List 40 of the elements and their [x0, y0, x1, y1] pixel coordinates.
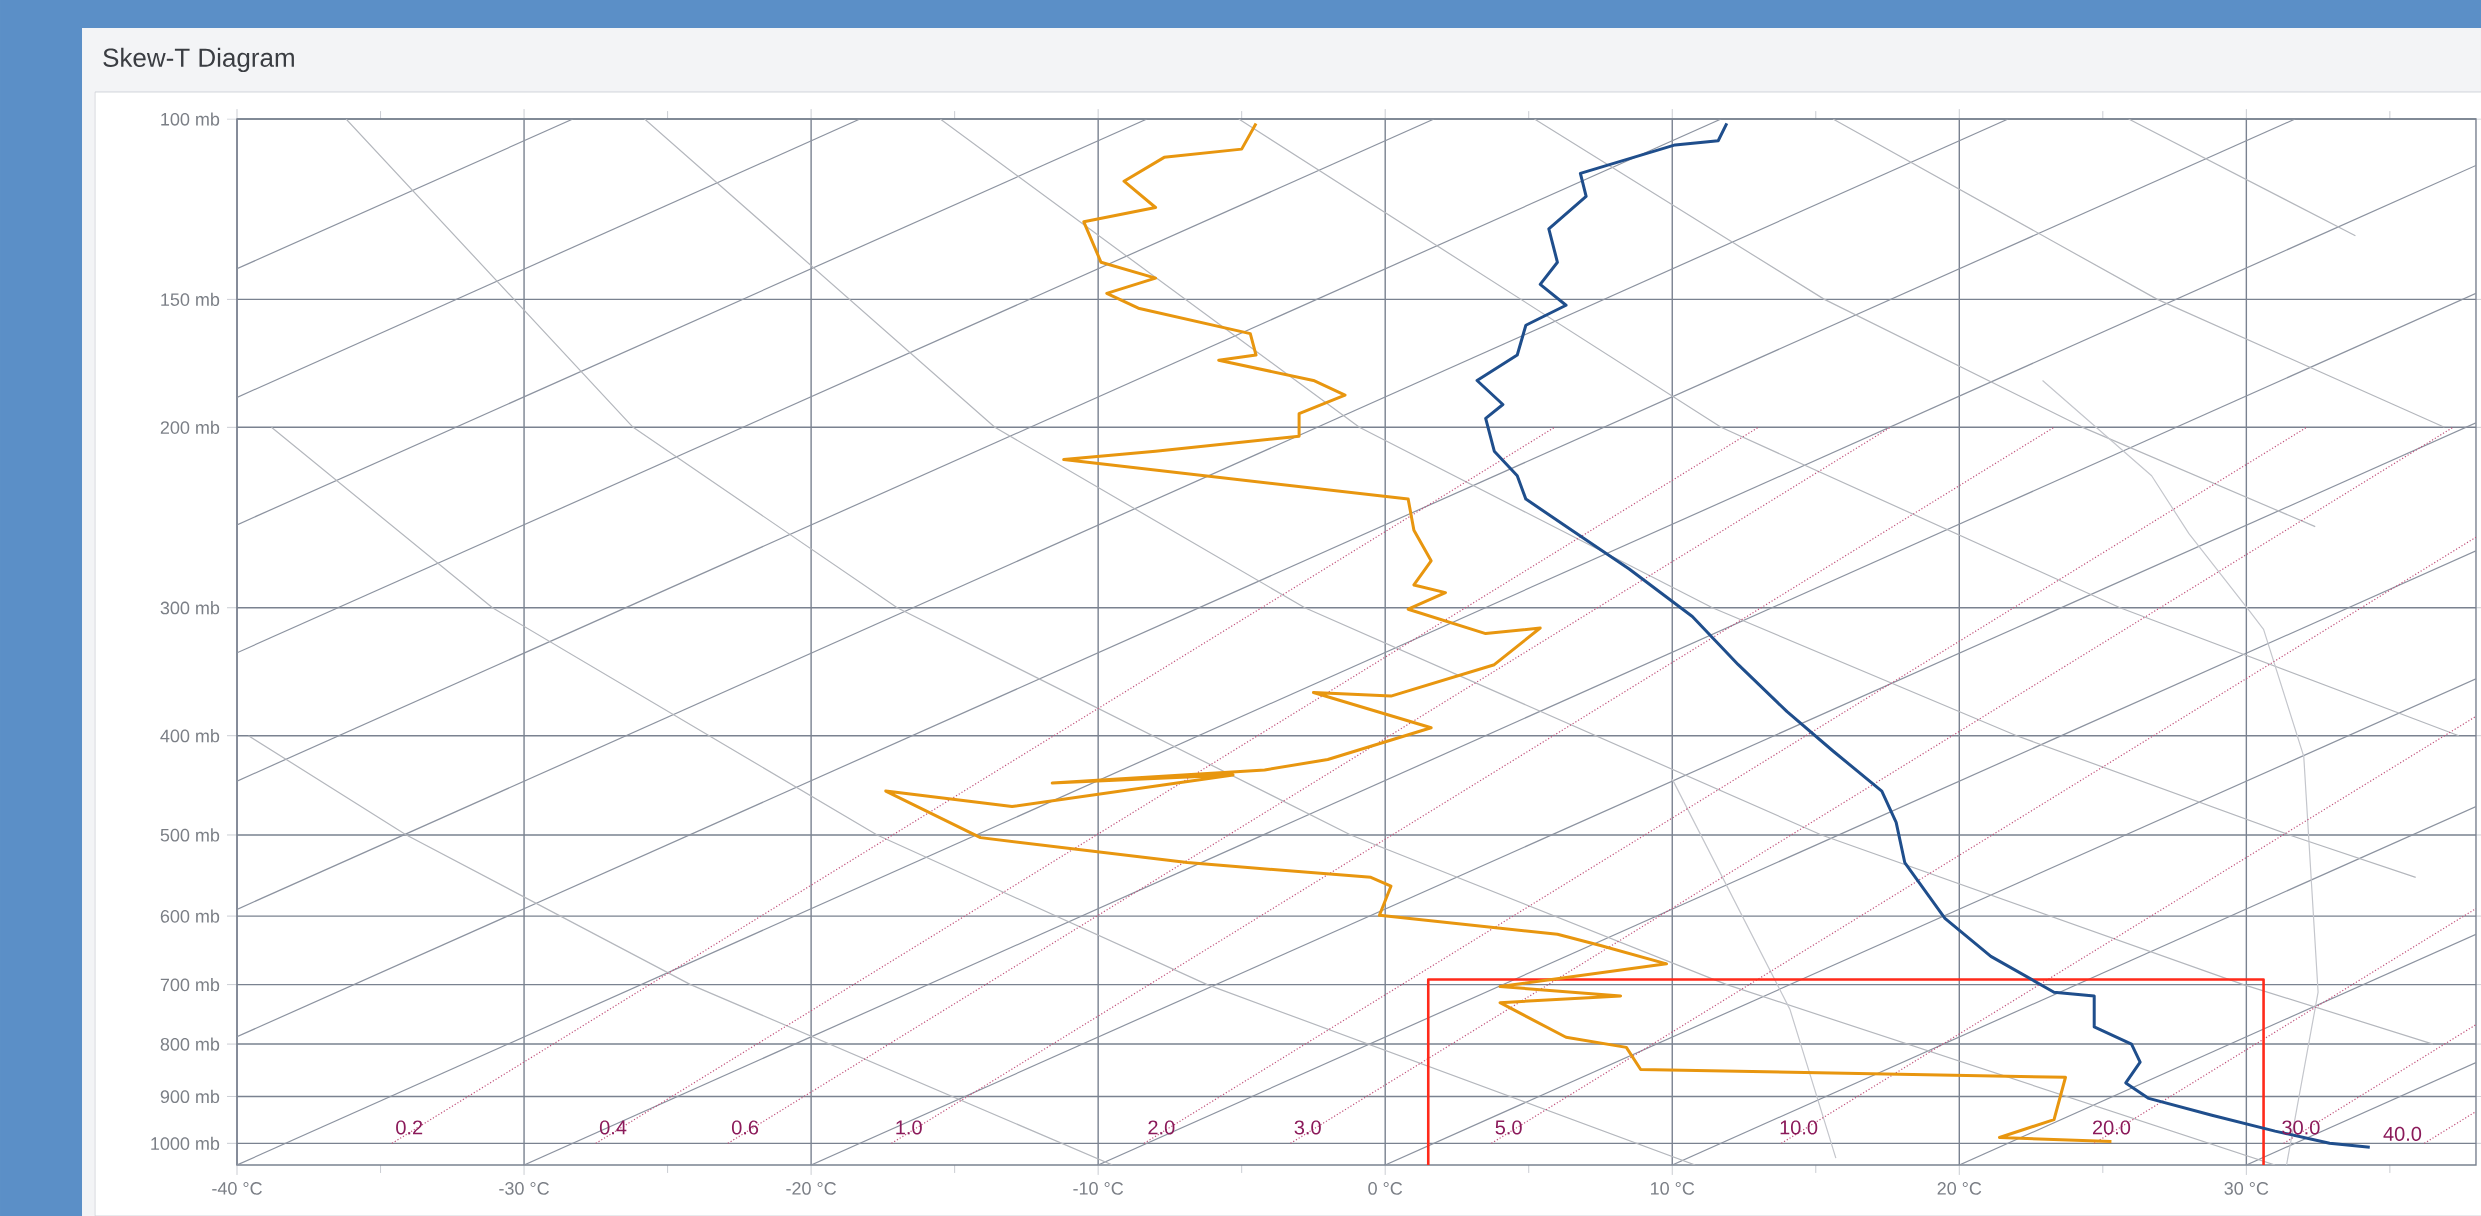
annotation: 20.0	[2092, 1120, 2131, 1135]
y-tick-label: 800 mb	[160, 1037, 220, 1051]
y-tick-label: 150 mb	[161, 292, 220, 306]
annotation: 0.6	[731, 1120, 759, 1135]
line-series	[1238, 119, 2460, 737]
line-series	[270, 426, 1696, 1166]
annotation: 30.0	[2282, 1120, 2320, 1135]
annotation: 5.0	[1495, 1120, 1522, 1135]
line-series	[2041, 379, 2319, 1166]
line-series	[644, 119, 2434, 1045]
y-tick-label: 600 mb	[160, 909, 220, 923]
y-tick-label: 100 mb	[161, 112, 220, 126]
chart-title: Skew-T Diagram	[103, 47, 294, 73]
x-tick-label: -10 °C	[1073, 1182, 1124, 1195]
annotation: 3.0	[1294, 1120, 1321, 1135]
y-tick-label: 1000 mb	[151, 1136, 220, 1150]
y-tick-label: 900 mb	[160, 1089, 220, 1104]
line-series	[1533, 119, 2316, 528]
y-tick-label: 500 mb	[160, 828, 220, 842]
annotation: 0.2	[396, 1120, 423, 1135]
line-series	[1475, 121, 2372, 1149]
x-tick-label: -30 °C	[499, 1182, 549, 1195]
y-tick-label: 200 mb	[160, 420, 220, 434]
annotation: 40.0	[2383, 1126, 2422, 1141]
x-tick-label: -20 °C	[786, 1182, 837, 1195]
x-tick-label: 0 °C	[1368, 1182, 1403, 1195]
y-tick-label: 700 mb	[160, 978, 220, 992]
x-tick-label: 10 °C	[1651, 1182, 1695, 1195]
annotation: 2.0	[1148, 1120, 1175, 1135]
annotation: 1.0	[896, 1120, 922, 1135]
x-tick-label: -40 °C	[212, 1182, 262, 1195]
annotation: 0.4	[599, 1120, 627, 1135]
y-tick-label: 400 mb	[160, 729, 220, 743]
x-tick-label: 30 °C	[2224, 1182, 2269, 1195]
line-series	[939, 119, 2417, 878]
x-tick-label: 20 °C	[1937, 1182, 1982, 1195]
annotation: 10.0	[1780, 1120, 1818, 1135]
y-tick-label: 300 mb	[160, 601, 220, 615]
line-series	[345, 119, 2276, 1166]
line-series	[247, 735, 1114, 1166]
